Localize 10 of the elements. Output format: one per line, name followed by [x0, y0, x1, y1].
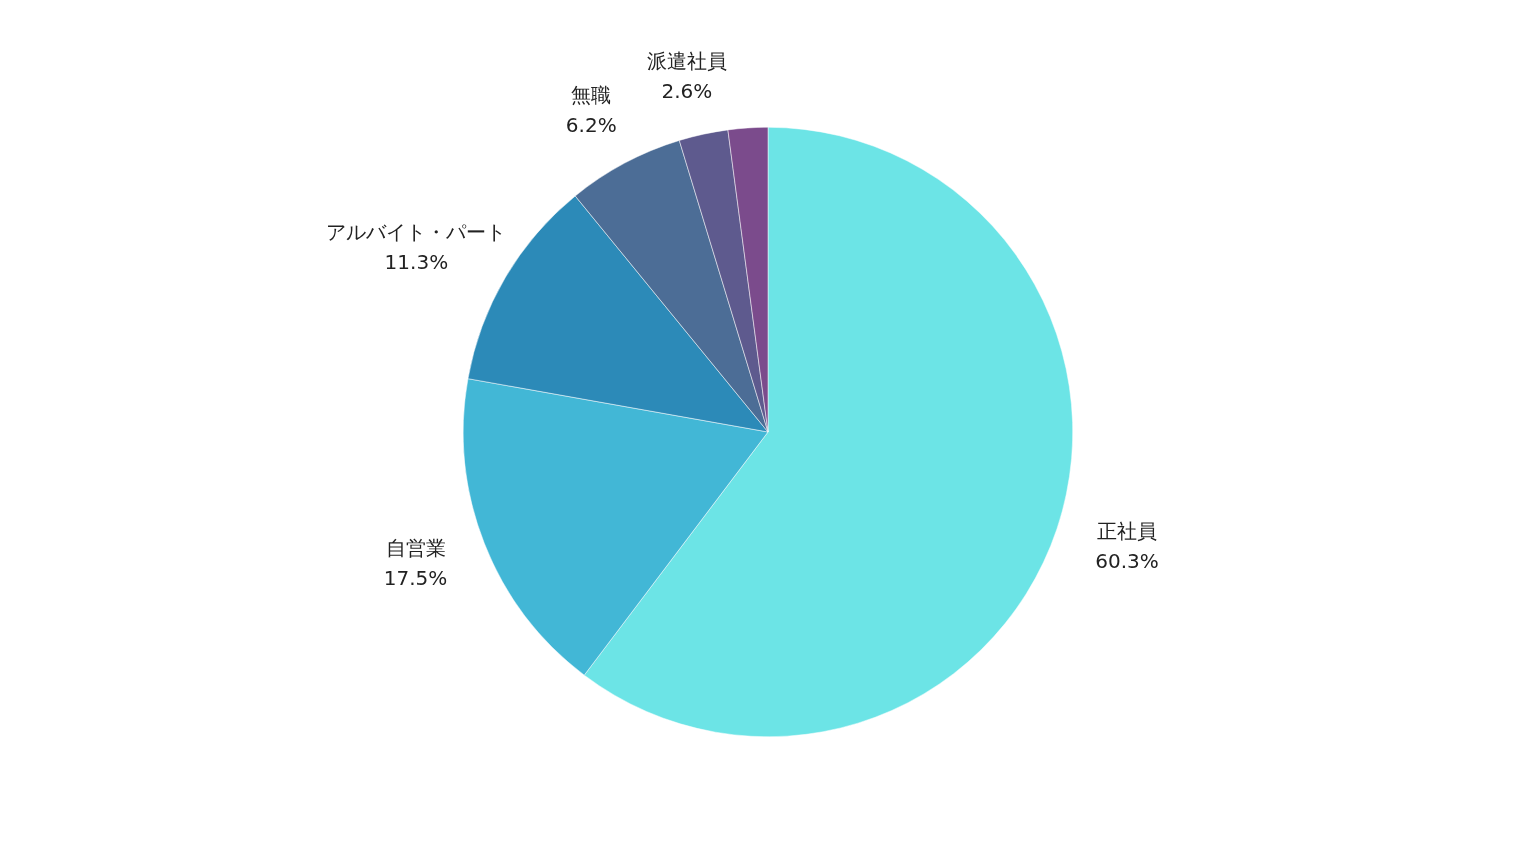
slice-label: 無職	[571, 83, 612, 108]
data-label: 6.2%	[565, 113, 617, 138]
slice-label: 自営業	[385, 535, 446, 560]
data-label: 2.6%	[661, 78, 713, 103]
slice-label: アルバイト・パート	[326, 219, 507, 244]
data-label: 17.5%	[383, 565, 448, 590]
slice-label: 派遣社員	[646, 48, 727, 73]
data-label: 11.3%	[384, 249, 449, 274]
data-label: 60.3%	[1095, 548, 1159, 573]
slice-label: 正社員	[1096, 518, 1157, 543]
